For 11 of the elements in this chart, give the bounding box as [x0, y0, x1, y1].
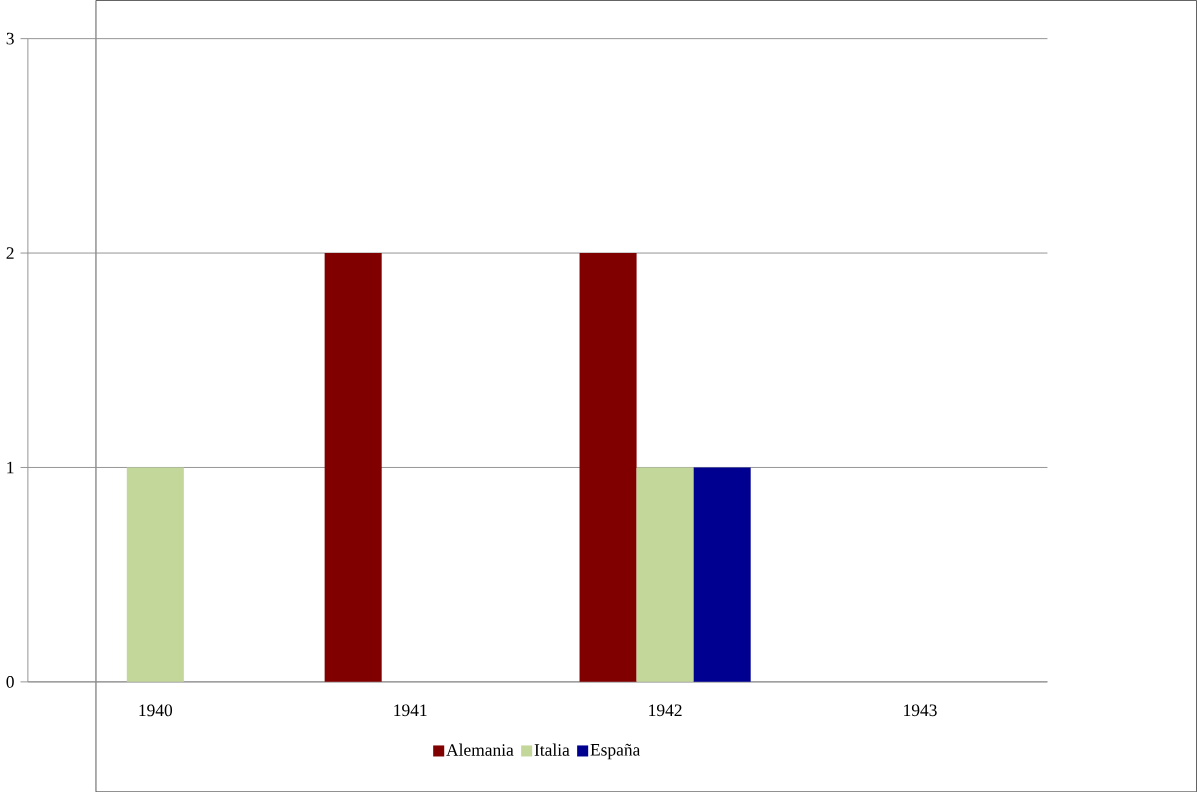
x-tick-label: 1943	[904, 704, 937, 716]
y-tick-label: 0	[6, 675, 14, 688]
legend-label: España	[590, 743, 641, 760]
y-tick-label: 1	[7, 461, 14, 474]
x-tick-label: 1941	[394, 704, 427, 716]
y-tick-label: 2	[6, 247, 14, 259]
x-tick-label: 1942	[649, 704, 682, 716]
y-tick-label: 3	[6, 32, 14, 45]
legend-label: Alemania	[446, 743, 514, 756]
x-tick-label: 1940	[139, 704, 173, 717]
legend-label: Italia	[534, 743, 570, 756]
